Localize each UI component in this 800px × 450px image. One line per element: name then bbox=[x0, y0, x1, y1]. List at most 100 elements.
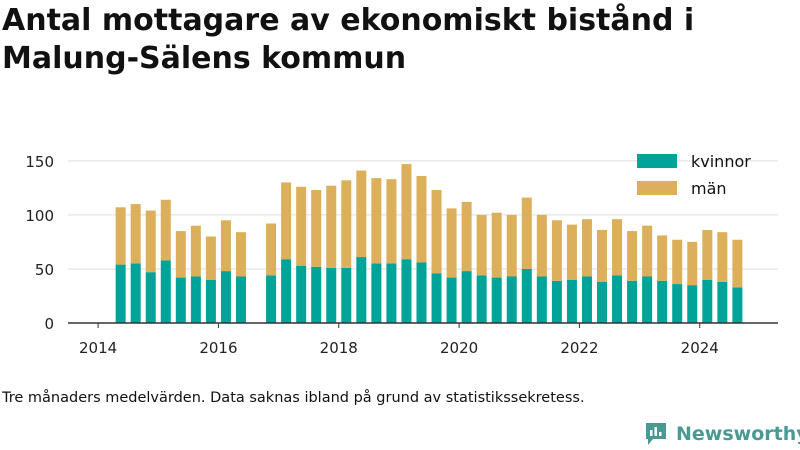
bar-man bbox=[416, 175, 427, 263]
bar-kvinnor bbox=[115, 264, 126, 323]
bar-kvinnor bbox=[687, 285, 698, 323]
bar-kvinnor bbox=[431, 273, 442, 323]
bar-kvinnor bbox=[296, 265, 307, 323]
bar-man bbox=[311, 190, 322, 267]
x-tick-label: 2020 bbox=[440, 339, 478, 357]
x-tick-label: 2018 bbox=[320, 339, 358, 357]
bar-kvinnor bbox=[717, 281, 728, 323]
bar-kvinnor bbox=[175, 277, 186, 323]
bar-man bbox=[551, 220, 562, 281]
legend-label-man: män bbox=[691, 179, 727, 198]
x-tick-label: 2016 bbox=[199, 339, 237, 357]
bar-kvinnor bbox=[311, 266, 322, 323]
x-tick-labels: 2014 2016 2018 2020 2022 2024 bbox=[79, 323, 719, 357]
bar-man bbox=[235, 232, 246, 277]
bar-man bbox=[115, 207, 126, 265]
bar-kvinnor bbox=[627, 280, 638, 323]
bar-man bbox=[190, 225, 201, 277]
bar-man bbox=[642, 225, 653, 277]
bar-man bbox=[732, 239, 743, 288]
bar-kvinnor bbox=[536, 276, 547, 323]
bar-man bbox=[717, 232, 728, 282]
bar-kvinnor bbox=[566, 279, 577, 323]
bar-kvinnor bbox=[446, 277, 457, 323]
bar-man bbox=[296, 186, 307, 266]
footnote: Tre månaders medelvärden. Data saknas ib… bbox=[2, 390, 585, 406]
x-tick-label: 2014 bbox=[79, 339, 117, 357]
bar-kvinnor bbox=[326, 267, 337, 323]
bar-man bbox=[341, 180, 352, 268]
bar-man bbox=[266, 223, 277, 276]
newsworthy-logo-icon bbox=[646, 423, 666, 445]
bar-kvinnor bbox=[160, 260, 171, 323]
y-tick-labels: 0 50 100 150 bbox=[25, 153, 54, 333]
y-tick-label: 100 bbox=[25, 207, 54, 225]
legend: kvinnor män bbox=[637, 152, 751, 198]
bar-man bbox=[160, 199, 171, 261]
bar-man bbox=[326, 185, 337, 268]
bar-kvinnor bbox=[281, 259, 292, 323]
bar-man bbox=[205, 236, 216, 280]
bar-man bbox=[145, 210, 156, 273]
bar-man bbox=[612, 219, 623, 276]
bar-man bbox=[130, 204, 141, 264]
y-tick-label: 150 bbox=[25, 153, 54, 171]
bar-kvinnor bbox=[657, 280, 668, 323]
bar-kvinnor bbox=[341, 267, 352, 323]
bar-kvinnor bbox=[581, 276, 592, 323]
bar-man bbox=[461, 201, 472, 272]
bar-man bbox=[371, 178, 382, 264]
bar-kvinnor bbox=[416, 262, 427, 323]
bar-kvinnor bbox=[476, 275, 487, 323]
bar-kvinnor bbox=[597, 281, 608, 323]
bar-kvinnor bbox=[145, 272, 156, 323]
bar-kvinnor bbox=[266, 275, 277, 323]
bar-man bbox=[476, 214, 487, 276]
bar-man bbox=[491, 212, 502, 278]
bar-man bbox=[175, 231, 186, 278]
bar-man bbox=[356, 170, 367, 258]
bar-kvinnor bbox=[506, 276, 517, 323]
x-tick-label: 2024 bbox=[681, 339, 719, 357]
legend-label-kvinnor: kvinnor bbox=[691, 152, 751, 171]
x-tick-label: 2022 bbox=[560, 339, 598, 357]
bars bbox=[68, 164, 778, 324]
bar-man bbox=[536, 214, 547, 277]
bar-man bbox=[431, 190, 442, 274]
bar-kvinnor bbox=[205, 279, 216, 323]
bar-man bbox=[627, 231, 638, 281]
bar-man bbox=[220, 220, 231, 272]
bar-kvinnor bbox=[521, 268, 532, 323]
bar-kvinnor bbox=[220, 271, 231, 323]
bar-man bbox=[657, 235, 668, 281]
bar-man bbox=[401, 164, 412, 260]
bar-man bbox=[687, 241, 698, 286]
bar-kvinnor bbox=[672, 284, 683, 323]
bar-man bbox=[521, 197, 532, 269]
chart-title: Antal mottagare av ekonomiskt bistånd i … bbox=[2, 3, 695, 76]
legend-swatch-man bbox=[637, 181, 677, 195]
bar-kvinnor bbox=[401, 259, 412, 323]
bar-chart: 0 50 100 150 2014 2016 2018 2020 2022 2024 kvinn… bbox=[25, 152, 778, 357]
bar-kvinnor bbox=[642, 276, 653, 323]
bar-man bbox=[281, 182, 292, 260]
bar-man bbox=[446, 208, 457, 278]
legend-swatch-kvinnor bbox=[637, 154, 677, 168]
bar-man bbox=[581, 219, 592, 277]
bar-man bbox=[386, 179, 397, 264]
bar-kvinnor bbox=[461, 271, 472, 323]
bar-man bbox=[506, 214, 517, 277]
bar-kvinnor bbox=[235, 276, 246, 323]
bar-kvinnor bbox=[702, 279, 713, 323]
bar-man bbox=[702, 230, 713, 280]
bar-kvinnor bbox=[371, 263, 382, 323]
brand-logo: Newsworthy bbox=[644, 420, 800, 448]
y-tick-label: 0 bbox=[44, 315, 54, 333]
bar-man bbox=[566, 224, 577, 280]
bar-man bbox=[597, 230, 608, 282]
bar-kvinnor bbox=[551, 280, 562, 323]
bar-kvinnor bbox=[190, 276, 201, 323]
bar-kvinnor bbox=[130, 263, 141, 323]
bar-kvinnor bbox=[386, 263, 397, 323]
bar-kvinnor bbox=[356, 257, 367, 323]
